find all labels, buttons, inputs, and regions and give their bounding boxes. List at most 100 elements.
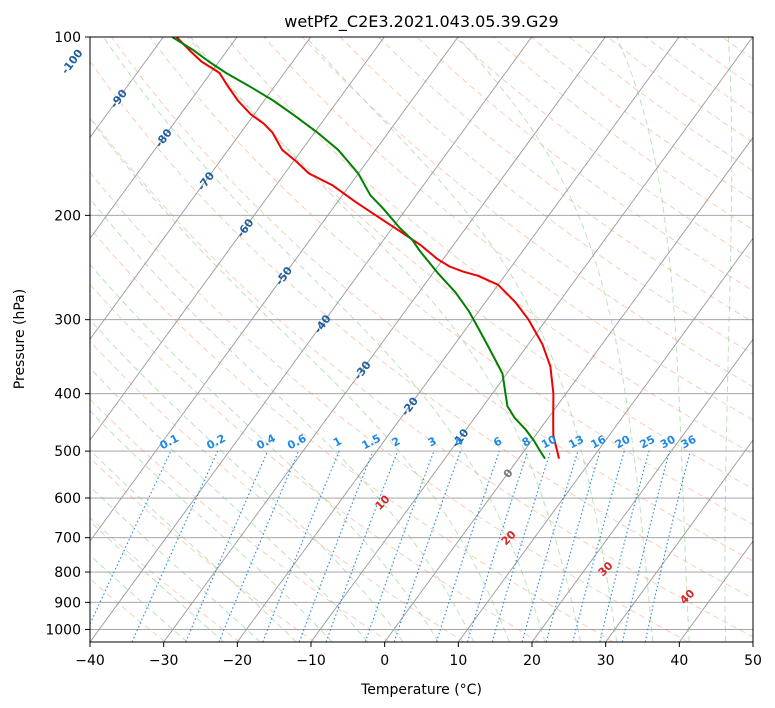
- y-tick-label: 500: [54, 444, 81, 460]
- y-tick-label: 1000: [45, 622, 81, 638]
- isotherm-label: -50: [273, 264, 296, 288]
- mixing-ratio-label: 1: [331, 434, 344, 449]
- x-tick-label: −10: [296, 653, 326, 669]
- dry-adiabat-line: [416, 37, 753, 292]
- isotherm-line: [752, 641, 753, 642]
- x-tick-label: 40: [670, 653, 688, 669]
- isotherm-label: -100: [59, 47, 86, 77]
- mixing-ratio-label: 36: [679, 433, 699, 452]
- isotherm-line: [90, 37, 533, 642]
- isotherm-line: [605, 439, 753, 642]
- dry-adiabat-line: [90, 283, 540, 642]
- moist-adiabat-line: [305, 37, 618, 642]
- dry-adiabat-line: [90, 457, 315, 642]
- dry-adiabat-line: [378, 37, 753, 323]
- dry-adiabat-line: [607, 37, 753, 143]
- x-tick-label: 10: [449, 653, 467, 669]
- dry-adiabat-line: [187, 37, 753, 490]
- isotherm-line: [90, 37, 385, 441]
- mixing-ratio-label: 20: [613, 433, 633, 452]
- moist-adiabat-line: [90, 319, 404, 642]
- mixing-ratio-line: [364, 450, 435, 642]
- x-tick-label: −30: [149, 653, 179, 669]
- mixing-ratio-label: 13: [566, 433, 586, 452]
- x-tick-label: −20: [223, 653, 253, 669]
- isotherm-line: [163, 37, 606, 642]
- dry-adiabat-line: [90, 171, 689, 642]
- x-tick-label: 50: [744, 653, 762, 669]
- isotherm-line: [90, 37, 459, 542]
- mixing-ratio-line: [298, 450, 374, 642]
- dry-adiabat-line: [263, 37, 753, 421]
- dry-adiabat-line: [225, 37, 753, 455]
- mixing-ratio-line: [325, 450, 399, 642]
- moist-adiabat-line: [90, 554, 188, 642]
- mixing-ratio-line: [218, 450, 300, 642]
- isotherm-label: 0: [501, 466, 516, 480]
- isotherm-line: [384, 136, 753, 642]
- dewpoint-profile-line: [171, 37, 546, 460]
- mixing-ratio-label: 0.6: [285, 432, 309, 453]
- isotherm-line: [90, 37, 238, 240]
- isotherm-label: -70: [195, 169, 218, 193]
- dry-adiabat-line: [90, 517, 241, 642]
- plot-area: [90, 37, 775, 642]
- dry-adiabat-line: [90, 227, 614, 642]
- dry-adiabat-line: [721, 37, 753, 60]
- mixing-ratio-label: 6: [491, 434, 504, 449]
- temperature-profile-line: [175, 37, 560, 459]
- mixing-ratio-label: 10: [539, 433, 559, 452]
- dry-adiabat-line: [760, 37, 775, 642]
- x-tick-label: 20: [523, 653, 541, 669]
- moist-adiabat-line: [90, 410, 333, 642]
- isotherm-line: [310, 37, 753, 642]
- dry-adiabat-line: [90, 60, 753, 600]
- moist-adiabat-line: [90, 520, 225, 642]
- moist-adiabat-line: [190, 37, 582, 642]
- chart-title: wetPf2_C2E3.2021.043.05.39.G29: [284, 12, 558, 32]
- moist-adiabat-label: 40: [677, 587, 697, 607]
- isotherm-line: [236, 37, 680, 642]
- y-tick-label: 700: [54, 531, 81, 547]
- moist-adiabat-line: [457, 37, 654, 642]
- mixing-ratio-line: [644, 450, 691, 642]
- isotherm-line: [90, 37, 312, 341]
- mixing-ratio-line: [621, 450, 671, 642]
- mixing-ratio-line: [491, 450, 552, 642]
- y-tick-label: 200: [54, 208, 81, 224]
- isotherm-line: [457, 237, 753, 642]
- mixing-ratio-line: [435, 450, 500, 642]
- dry-adiabat-line: [90, 398, 390, 642]
- dry-adiabat-line: [454, 37, 753, 261]
- dry-adiabat-line: [492, 37, 753, 231]
- mixing-ratio-label: 16: [589, 433, 609, 452]
- mixing-ratio-label: 30: [658, 433, 678, 452]
- isotherm-line: [678, 540, 753, 642]
- mixing-ratio-line: [466, 450, 529, 642]
- isotherm-label: -60: [234, 216, 257, 240]
- dry-adiabat-line: [110, 37, 753, 562]
- moist-adiabat-line: [90, 449, 297, 642]
- mixing-ratio-label: 3: [426, 434, 439, 449]
- mixing-ratio-line: [131, 450, 219, 642]
- y-tick-label: 400: [54, 387, 81, 403]
- mixing-ratio-line: [599, 450, 650, 642]
- moist-adiabat-line: [90, 485, 261, 642]
- mixing-ratio-label: 0.2: [204, 432, 227, 453]
- isotherm-label: -80: [153, 126, 176, 150]
- mixing-ratio-line: [545, 450, 601, 642]
- moist-adiabat-line: [616, 37, 690, 642]
- mixing-ratio-line: [90, 450, 172, 626]
- isotherm-label: -20: [399, 394, 422, 418]
- y-tick-label: 900: [54, 595, 81, 611]
- moist-adiabat-line: [762, 37, 775, 642]
- y-axis-title: Pressure (hPa): [12, 289, 28, 389]
- mixing-ratio-line: [393, 450, 462, 642]
- y-tick-label: 100: [54, 30, 81, 46]
- dry-adiabat-line: [90, 115, 753, 638]
- moist-adiabat-line: [90, 117, 510, 642]
- mixing-ratio-line: [572, 450, 625, 642]
- moist-adiabat-line: [102, 37, 546, 642]
- y-tick-label: 600: [54, 491, 81, 507]
